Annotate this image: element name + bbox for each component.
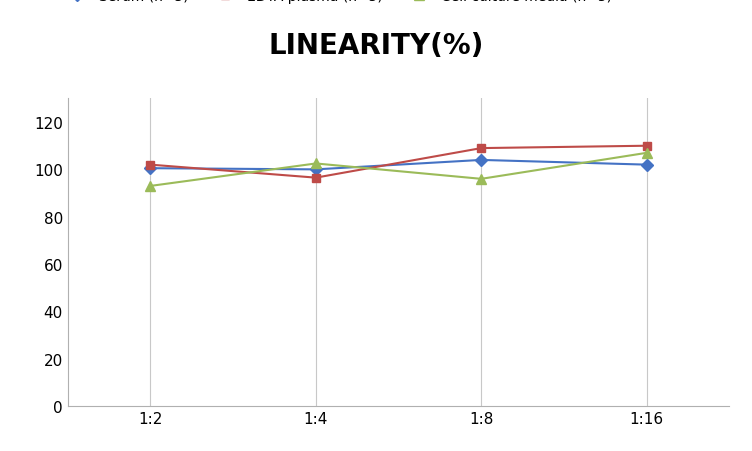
Cell culture media (n=5) bbox=[477, 177, 486, 182]
Cell culture media (n=5) bbox=[642, 151, 651, 156]
Cell culture media (n=5) bbox=[146, 184, 155, 189]
Serum (n=5) bbox=[146, 166, 155, 171]
EDTA plasma (n=5) bbox=[311, 175, 320, 181]
Cell culture media (n=5) bbox=[311, 161, 320, 167]
EDTA plasma (n=5) bbox=[642, 144, 651, 149]
Line: Serum (n=5): Serum (n=5) bbox=[146, 156, 651, 174]
Serum (n=5) bbox=[311, 167, 320, 173]
EDTA plasma (n=5) bbox=[477, 146, 486, 152]
EDTA plasma (n=5) bbox=[146, 162, 155, 168]
Line: Cell culture media (n=5): Cell culture media (n=5) bbox=[146, 149, 651, 191]
Serum (n=5) bbox=[642, 162, 651, 168]
Legend: Serum (n=5), EDTA plasma (n=5), Cell culture media (n=5): Serum (n=5), EDTA plasma (n=5), Cell cul… bbox=[62, 0, 612, 4]
Line: EDTA plasma (n=5): EDTA plasma (n=5) bbox=[146, 142, 651, 182]
Text: LINEARITY(%): LINEARITY(%) bbox=[268, 32, 484, 60]
Serum (n=5) bbox=[477, 158, 486, 163]
